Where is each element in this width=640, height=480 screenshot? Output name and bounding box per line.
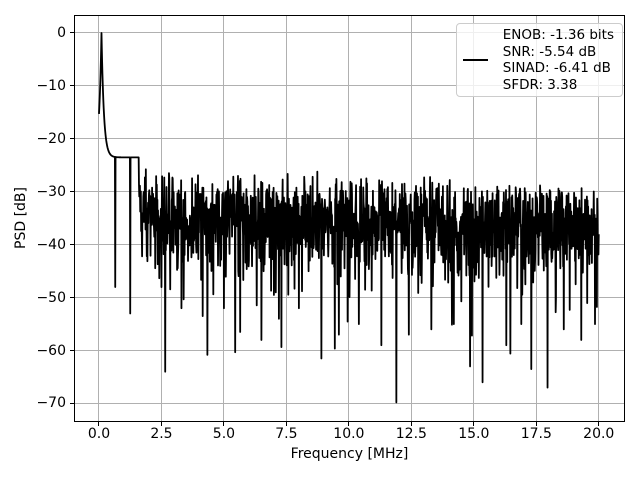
y-tick-mark [70, 350, 74, 352]
x-tick-label: 17.5 [520, 426, 552, 442]
y-tick-label: −10 [36, 77, 66, 94]
grid-line-horizontal [74, 85, 625, 87]
grid-line-horizontal [74, 402, 625, 404]
x-tick-mark [348, 422, 350, 426]
grid-line-vertical [98, 15, 100, 422]
x-tick-mark [535, 422, 537, 426]
y-tick-label: 0 [57, 24, 66, 41]
y-tick-mark [70, 297, 74, 299]
x-tick-label: 0.0 [87, 426, 111, 442]
grid-line-vertical [598, 15, 600, 422]
y-tick-label: −60 [36, 342, 66, 359]
legend: ENOB: -1.36 bits SNR: -5.54 dB SINAD: -6… [455, 23, 623, 97]
grid-line-horizontal [74, 32, 625, 34]
y-tick-mark [70, 244, 74, 246]
grid-line-horizontal [74, 350, 625, 352]
x-tick-label: 12.5 [395, 426, 427, 442]
legend-entry-snr: SNR: -5.54 dB [502, 43, 597, 60]
x-tick-mark [285, 422, 287, 426]
x-tick-label: 5.0 [212, 426, 236, 442]
x-tick-label: 15.0 [458, 426, 490, 442]
x-tick-label: 2.5 [150, 426, 173, 442]
psd-trace [98, 32, 600, 404]
legend-text-block: ENOB: -1.36 bits SNR: -5.54 dB SINAD: -6… [503, 27, 614, 93]
x-tick-label: 7.5 [275, 426, 298, 442]
y-tick-label: −70 [36, 395, 66, 412]
psd-trace-line [98, 32, 600, 404]
y-tick-mark [70, 85, 74, 87]
x-axis-label: Frequency [MHz] [290, 446, 409, 462]
y-tick-label: −40 [36, 236, 66, 253]
legend-entry-enob: ENOB: -1.36 bits [502, 27, 614, 43]
legend-line-sample [462, 59, 488, 61]
grid-line-horizontal [74, 138, 625, 140]
y-tick-mark [70, 32, 74, 34]
y-tick-mark [70, 191, 74, 193]
y-tick-mark [70, 138, 74, 140]
x-tick-mark [598, 422, 600, 426]
x-tick-mark [98, 422, 100, 426]
legend-entry-sfdr: SFDR: 3.38 [502, 76, 578, 93]
legend-entry-sinad: SINAD: -6.41 dB [502, 60, 611, 76]
x-tick-mark [223, 422, 225, 426]
x-tick-label: 20.0 [583, 426, 615, 442]
x-tick-mark [473, 422, 475, 426]
y-tick-label: −30 [36, 183, 66, 200]
y-tick-mark [70, 402, 74, 404]
x-tick-mark [160, 422, 162, 426]
x-tick-label: 10.0 [333, 426, 365, 442]
y-tick-label: −50 [36, 289, 66, 306]
x-tick-mark [410, 422, 412, 426]
y-tick-label: −20 [36, 130, 66, 147]
